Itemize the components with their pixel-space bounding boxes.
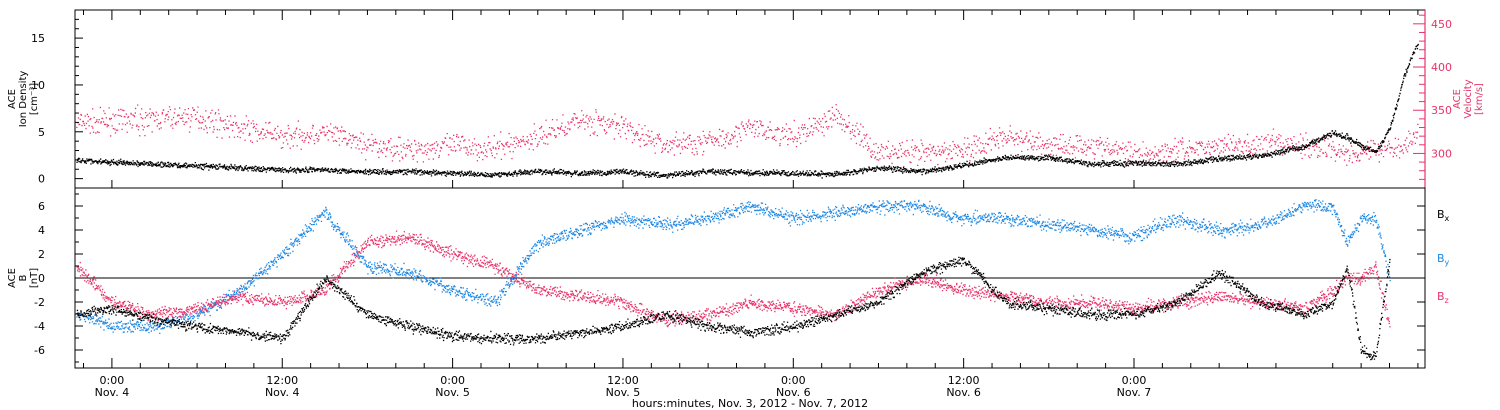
time-tick-label: 0:00	[100, 374, 125, 387]
b-tick-label: 4	[38, 224, 45, 237]
time-tick-label: 0:00	[440, 374, 465, 387]
time-tick-label: 12:00	[266, 374, 298, 387]
velocity-tick-label: 450	[1431, 18, 1452, 31]
b-tick-label: -4	[34, 320, 45, 333]
density-tick-label: 0	[38, 173, 45, 186]
time-tick-label: 0:00	[1122, 374, 1147, 387]
time-tick-label: 12:00	[607, 374, 639, 387]
b-tick-label: 6	[38, 200, 45, 213]
velocity-tick-label: 300	[1431, 147, 1452, 160]
bz-points	[76, 230, 1391, 328]
bx-points	[76, 256, 1391, 361]
legend-bx: Bx	[1437, 208, 1450, 223]
density-tick-label: 15	[31, 32, 45, 45]
density-points	[76, 43, 1419, 179]
velocity-points	[76, 104, 1419, 168]
date-tick-label: Nov. 4	[95, 386, 130, 399]
velocity-label-line: ACE	[1452, 89, 1463, 109]
velocity-label-line: [km/s]	[1474, 83, 1485, 115]
velocity-tick-label: 350	[1431, 104, 1452, 117]
density-label-line: ACE	[7, 89, 18, 109]
b-label-line: ACE	[7, 268, 18, 288]
date-tick-label: Nov. 4	[265, 386, 300, 399]
by-points	[76, 199, 1391, 334]
x-axis-title: hours:minutes, Nov. 3, 2012 - Nov. 7, 20…	[632, 397, 868, 410]
date-tick-label: Nov. 5	[435, 386, 470, 399]
velocity-label-line: Velocity	[1463, 79, 1474, 118]
legend-subscript: x	[1445, 214, 1450, 223]
date-tick-label: Nov. 6	[776, 386, 811, 399]
velocity-axis-label: ACEVelocity[km/s]	[1452, 79, 1485, 118]
density-label-line: Ion Density	[18, 71, 29, 128]
b-axis-label: ACEB[nT]	[7, 268, 40, 288]
legend-subscript: y	[1445, 258, 1450, 267]
density-axis-label: ACEIon Density[cm⁻³]	[7, 71, 40, 128]
date-tick-label: Nov. 7	[1117, 386, 1152, 399]
velocity-tick-label: 400	[1431, 61, 1452, 74]
b-label-line: B	[18, 274, 29, 281]
legend-by: By	[1437, 252, 1450, 267]
b-tick-label: 2	[38, 248, 45, 261]
b-tick-label: 0	[38, 272, 45, 285]
date-tick-label: Nov. 5	[606, 386, 641, 399]
density-tick-label: 10	[31, 79, 45, 92]
b-tick-label: -6	[34, 344, 45, 357]
legend-subscript: z	[1445, 296, 1449, 305]
density-tick-label: 5	[38, 126, 45, 139]
b-tick-label: -2	[34, 296, 45, 309]
time-tick-label: 12:00	[948, 374, 980, 387]
b-label-line: [nT]	[29, 268, 40, 288]
time-tick-label: 0:00	[781, 374, 806, 387]
density-label-line: [cm⁻³]	[29, 83, 40, 115]
legend-bz: Bz	[1437, 290, 1449, 305]
date-tick-label: Nov. 6	[946, 386, 981, 399]
